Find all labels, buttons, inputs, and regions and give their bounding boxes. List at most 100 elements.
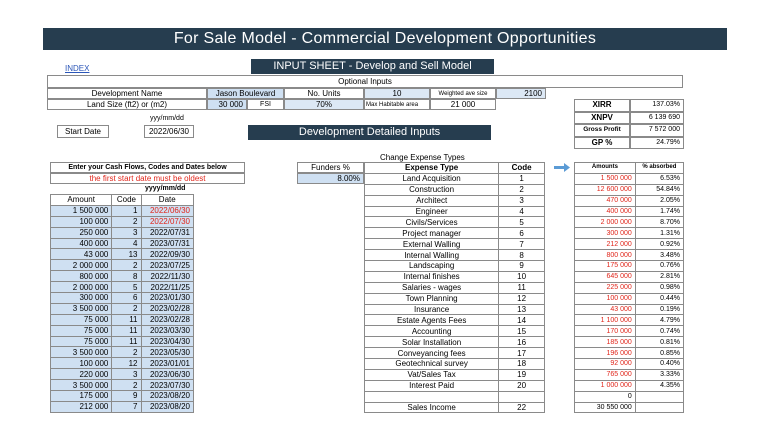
development-name-input[interactable]: Jason Boulevard [207,88,284,99]
cashflow-code-input[interactable]: 3 [111,226,142,239]
expense-type-cell[interactable] [363,390,500,403]
weighted-ave-input[interactable]: 2100 [496,88,546,99]
expense-type-cell[interactable]: Geotechnical survey [363,358,500,370]
expense-type-cell[interactable]: Estate Agents Fees [363,314,500,327]
expense-type-cell[interactable]: Sales Income [363,401,500,414]
expense-type-cell[interactable]: Solar Installation [363,336,500,349]
funders-input[interactable]: 8.00% [297,173,364,184]
cashflow-amount-input[interactable]: 75 000 [49,335,113,348]
expense-type-cell[interactable]: Civils/Services [363,216,500,229]
no-units-label: No. Units [284,88,364,99]
metric-value: 24.79% [630,136,684,149]
metric-row: Gross Profit 7 572 000 [574,124,684,137]
cashflow-amount-input[interactable]: 1 500 000 [49,204,113,217]
cashflow-date-input[interactable]: 2023/04/30 [140,335,194,348]
cashflow-amount-input[interactable]: 3 500 000 [49,302,113,315]
cashflow-amount-input[interactable]: 250 000 [49,226,113,239]
cashflow-date-input[interactable]: 2022/11/25 [140,281,194,294]
cashflow-amount-input[interactable]: 212 000 [49,400,113,413]
expense-type-cell[interactable]: Architect [363,194,500,207]
cashflow-date-input[interactable]: 2023/06/30 [140,368,194,381]
cashflow-code-input[interactable]: 2 [111,302,142,315]
cashflow-date-input[interactable]: 2023/03/30 [140,324,194,337]
cashflow-date-input[interactable]: 2022/11/30 [140,270,194,283]
expense-code-cell: 4 [498,205,545,218]
cashflow-amount-input[interactable]: 3 500 000 [49,346,113,359]
cashflow-code-input[interactable]: 1 [111,204,142,217]
expense-type-cell[interactable]: Salaries - wages [363,281,500,294]
cashflow-code-input[interactable]: 11 [111,313,142,326]
cashflow-amount-input[interactable]: 100 000 [49,215,113,228]
expense-absorbed-cell: 0.85% [634,347,685,360]
expense-row: Interest Paid 20 [363,379,545,392]
cashflow-date-input[interactable]: 2023/07/30 [140,379,194,392]
cashflow-date-input[interactable]: 2023/08/20 [140,400,194,413]
expense-type-cell[interactable]: Town Planning [363,292,500,305]
expense-type-cell[interactable]: Interest Paid [363,379,500,392]
index-link[interactable]: INDEX [65,64,90,73]
cashflow-code-input[interactable]: 8 [111,270,142,283]
cashflow-code-input[interactable]: 6 [111,292,142,304]
cashflow-code-input[interactable]: 12 [111,357,142,370]
cashflow-date-input[interactable]: 2023/08/20 [140,390,194,402]
expense-type-cell[interactable]: Internal Walling [363,249,500,262]
cashflow-date-input[interactable]: 2022/07/30 [140,215,194,228]
no-units-input[interactable]: 10 [364,88,430,99]
cashflow-date-input[interactable]: 2023/02/28 [140,313,194,326]
cashflow-date-input[interactable]: 2023/05/30 [140,346,194,359]
cashflow-amount-input[interactable]: 400 000 [49,237,113,250]
expense-row: Construction 2 [363,183,545,196]
land-size-label: Land Size (ft2) or (m2) [47,99,207,110]
cashflow-date-input[interactable]: 2022/07/31 [140,226,194,239]
expense-absorbed-cell [634,390,685,403]
fsi-input[interactable]: 70% [284,99,364,110]
cashflow-code-input[interactable]: 2 [111,259,142,272]
cashflow-date-input[interactable]: 2023/01/30 [140,292,194,304]
date-format-label: yyyy/mm/dd [145,185,186,192]
cashflow-amount-input[interactable]: 2 000 000 [49,259,113,272]
cashflow-amount-input[interactable]: 75 000 [49,324,113,337]
cashflow-date-input[interactable]: 2022/09/30 [140,248,194,261]
cashflow-code-input[interactable]: 11 [111,324,142,337]
cashflow-amount-input[interactable]: 43 000 [49,248,113,261]
cashflow-amount-input[interactable]: 220 000 [49,368,113,381]
cashflow-code-input[interactable]: 2 [111,379,142,392]
expense-type-cell[interactable]: Internal finishes [363,270,500,283]
cashflow-code-input[interactable]: 4 [111,237,142,250]
expense-type-cell[interactable]: Vat/Sales Tax [363,368,500,381]
expense-type-cell[interactable]: Insurance [363,303,500,316]
expense-type-cell[interactable]: Engineer [363,205,500,218]
expense-type-cell[interactable]: Accounting [363,325,500,338]
cashflow-amount-input[interactable]: 175 000 [49,390,113,402]
cashflow-code-input[interactable]: 13 [111,248,142,261]
cashflow-date-input[interactable]: 2023/07/25 [140,259,194,272]
land-size-input[interactable]: 30 000 [207,99,247,110]
cashflow-amount-input[interactable]: 75 000 [49,313,113,326]
cashflow-row: 212 000 7 2023/08/20 [49,400,194,413]
cashflow-amount-input[interactable]: 300 000 [49,292,113,304]
cashflow-amount-input[interactable]: 2 000 000 [49,281,113,294]
cashflow-date-input[interactable]: 2023/02/28 [140,302,194,315]
cashflow-code-input[interactable]: 5 [111,281,142,294]
cashflow-code-input[interactable]: 3 [111,368,142,381]
cashflow-date-input[interactable]: 2023/07/31 [140,237,194,250]
expense-type-cell[interactable]: Project manager [363,227,500,240]
input-sheet-title: INPUT SHEET - Develop and Sell Model [251,59,494,74]
cashflow-code-input[interactable]: 9 [111,390,142,402]
cashflow-code-input[interactable]: 11 [111,335,142,348]
expense-type-cell[interactable]: External Walling [363,238,500,251]
cashflow-code-input[interactable]: 2 [111,215,142,228]
cashflow-amount-input[interactable]: 100 000 [49,357,113,370]
expense-type-cell[interactable]: Conveyancing fees [363,347,500,360]
cashflow-date-input[interactable]: 2023/01/01 [140,357,194,370]
expense-type-cell[interactable]: Land Acquisition [363,172,500,185]
expense-type-cell[interactable]: Landscaping [363,260,500,272]
cashflow-code-input[interactable]: 7 [111,400,142,413]
expense-type-cell[interactable]: Construction [363,183,500,196]
cashflow-date-input[interactable]: 2022/06/30 [140,204,194,217]
start-date-input[interactable]: 2022/06/30 [144,125,194,138]
cashflow-code-input[interactable]: 2 [111,346,142,359]
cashflow-amount-input[interactable]: 3 500 000 [49,379,113,392]
cashflow-amount-input[interactable]: 800 000 [49,270,113,283]
expense-code-cell: 7 [498,238,545,251]
